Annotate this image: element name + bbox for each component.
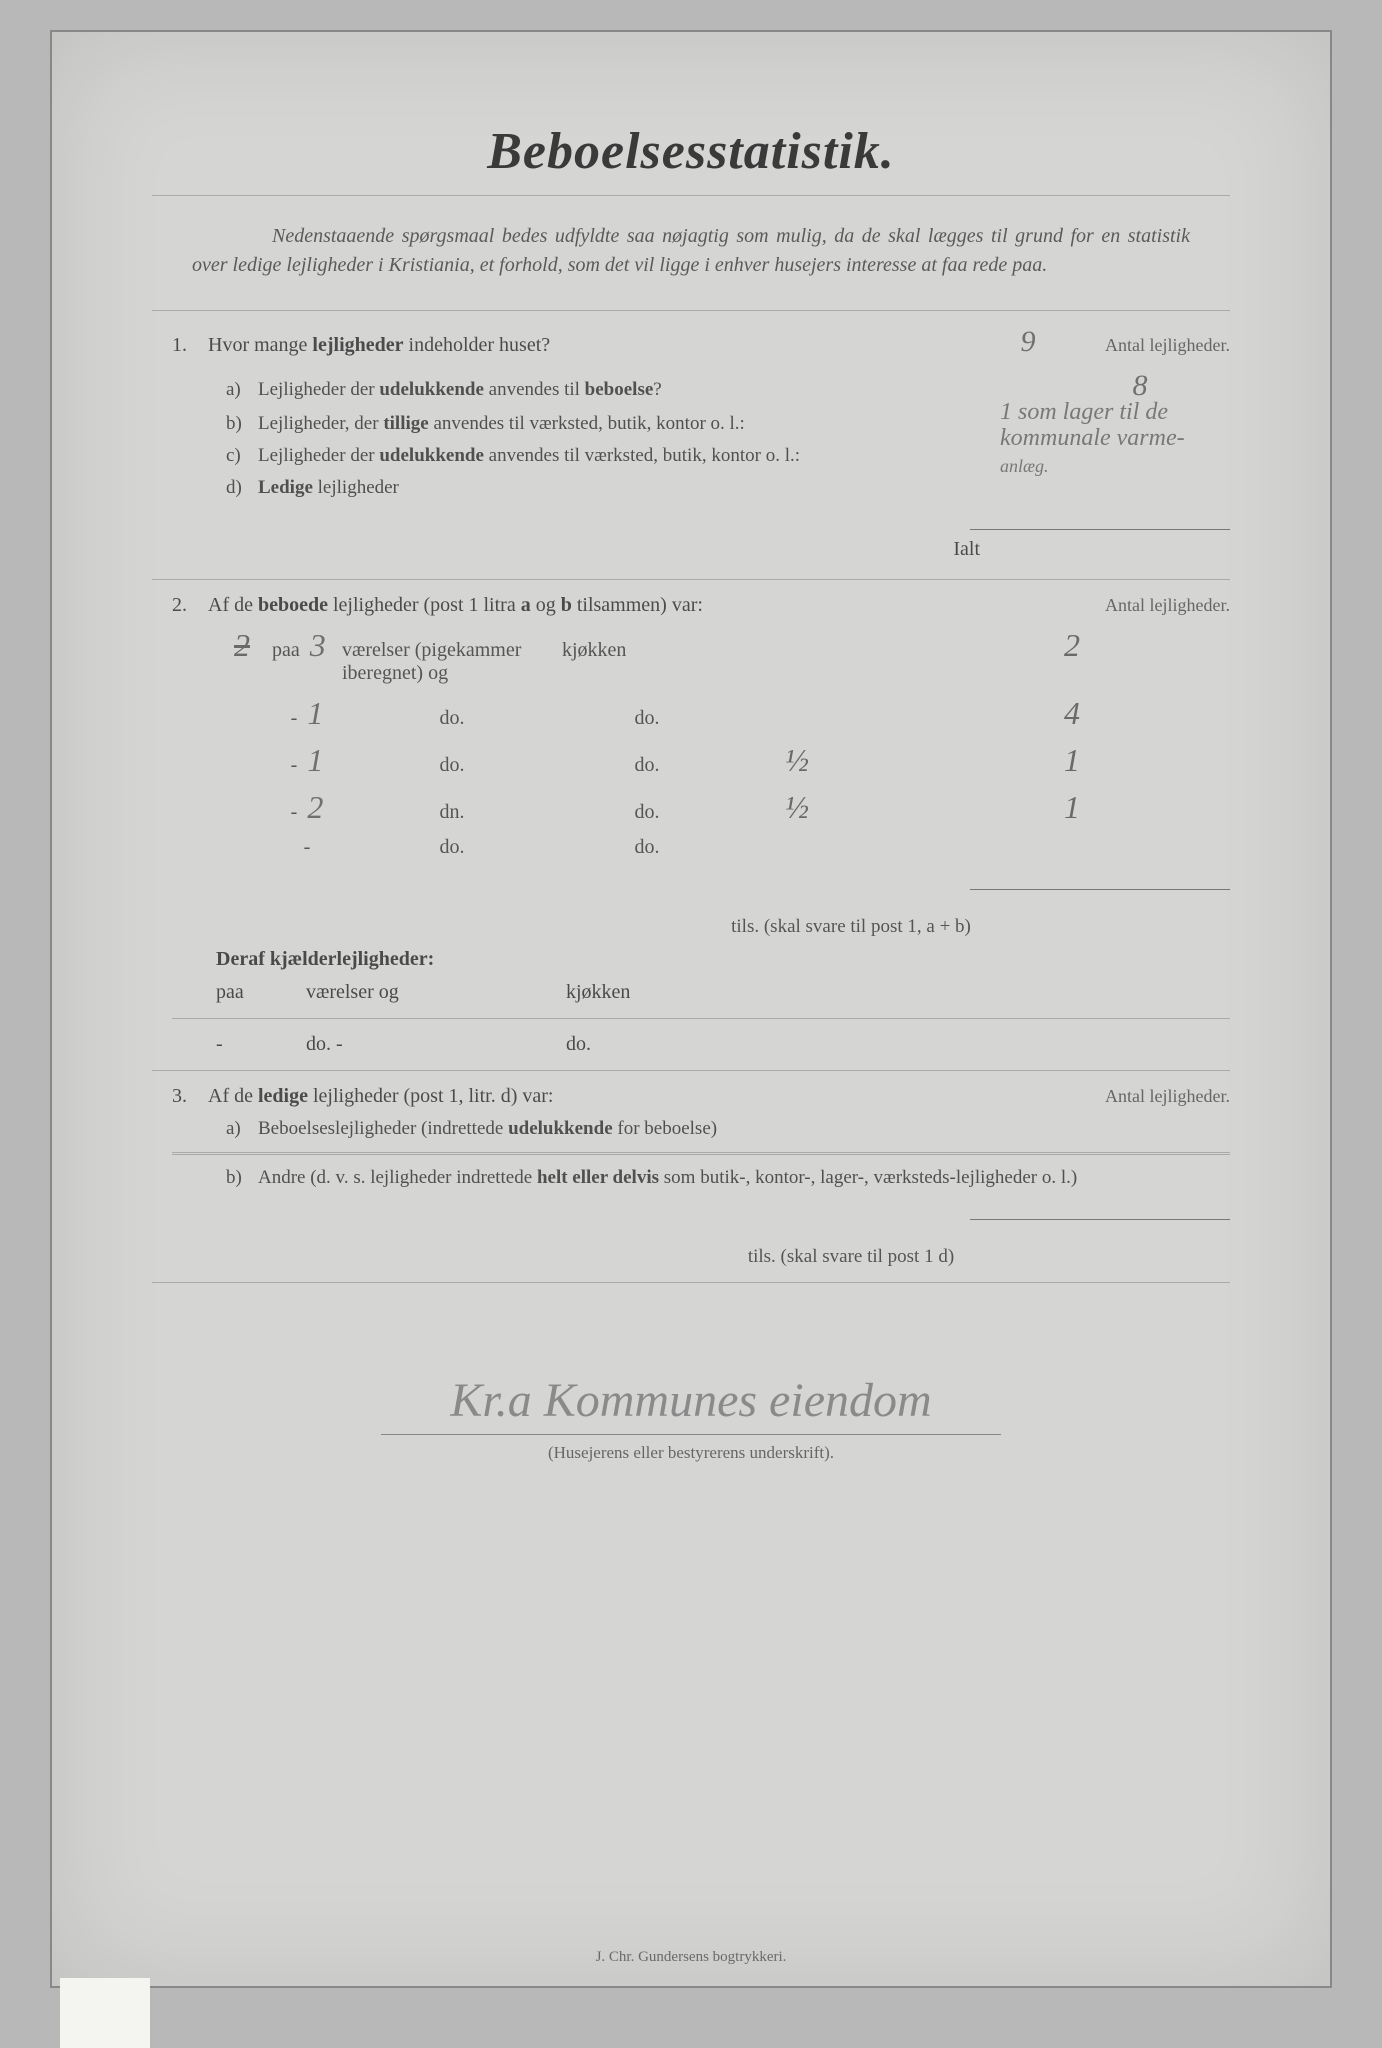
signature-rule (381, 1434, 1001, 1435)
q3-number: 3. (172, 1085, 196, 1108)
q1-number: 1. (172, 334, 196, 357)
q2-number: 2. (172, 594, 196, 617)
q1-text: Hvor mange lejligheder indeholder huset? (208, 334, 996, 357)
ialt-row: Ialt (172, 538, 1170, 561)
col-paa: paa 3 (272, 627, 342, 664)
q1b-letter: b) (226, 413, 248, 435)
rule (172, 1018, 1230, 1019)
q3a-letter: a) (226, 1118, 248, 1140)
rule (152, 310, 1230, 311)
q1c-letter: c) (226, 445, 248, 467)
q3b-letter: b) (226, 1167, 248, 1189)
q1a: a) Lejligheder der udelukkende anvendes … (226, 369, 1230, 403)
table-row: - 1 do. do. ½ 1 (212, 742, 1230, 779)
scanned-page: Beboelsesstatistik. Nedenstaaende spørgs… (50, 30, 1332, 1988)
q3a-text: Beboelseslejligheder (indrettede udelukk… (258, 1118, 1230, 1140)
signature-handwriting: Kr.a Kommunes eiendom (152, 1373, 1230, 1428)
question-2: 2. Af de beboede lejligheder (post 1 lit… (172, 594, 1230, 1056)
table-row: 2 paa 3 værelser (pigekammer iberegnet) … (212, 627, 1230, 685)
q1a-letter: a) (226, 379, 248, 401)
q3-tils: tils. (skal svare til post 1 d) (472, 1246, 1230, 1268)
q1d: d) Ledige lejligheder (226, 477, 1230, 499)
page-title: Beboelsesstatistik. (152, 122, 1230, 181)
sub-row: - do. - do. (216, 1033, 1230, 1056)
rule (152, 195, 1230, 196)
col-vaer: værelser (pigekammer iberegnet) og (342, 639, 562, 685)
rule (152, 1282, 1230, 1283)
q3-main: 3. Af de ledige lejligheder (post 1, lit… (172, 1085, 1230, 1108)
q3-text: Af de ledige lejligheder (post 1, litr. … (208, 1085, 1048, 1108)
q1d-letter: d) (226, 477, 248, 499)
ialt-label: Ialt (953, 538, 980, 561)
q1-label: Antal lejligheder. (1060, 335, 1230, 356)
q1a-text: Lejligheder der udelukkende anvendes til… (258, 379, 1110, 401)
signature-block: Kr.a Kommunes eiendom (Husejerens eller … (152, 1373, 1230, 1463)
printer-footer: J. Chr. Gundersens bogtrykkeri. (52, 1949, 1330, 1966)
table-row: - 1 do. do. 4 (212, 695, 1230, 732)
question-3: 3. Af de ledige lejligheder (post 1, lit… (172, 1085, 1230, 1268)
q2-tils: tils. (skal svare til post 1, a + b) (472, 916, 1230, 938)
col-kjok: kjøkken (562, 639, 732, 662)
intro-paragraph: Nedenstaaende spørgsmaal bedes udfyldte … (192, 222, 1190, 280)
q2-table: 2 paa 3 værelser (pigekammer iberegnet) … (212, 627, 1230, 859)
note-l2: kommunale varme- (1000, 425, 1185, 451)
sum-rule (970, 529, 1230, 530)
q3a: a) Beboelseslejligheder (indrettede udel… (226, 1118, 1230, 1140)
rule (152, 1070, 1230, 1071)
q3b-text: Andre (d. v. s. lejligheder indrettede h… (258, 1167, 1230, 1189)
q3b: b) Andre (d. v. s. lejligheder indretted… (226, 1167, 1230, 1189)
q1-answer: 9 (1008, 325, 1048, 359)
q1b-handwritten-note: 1 som lager til de kommunale varme- anlæ… (1000, 399, 1260, 478)
col-count: 2 (1012, 627, 1132, 664)
rule (152, 579, 1230, 580)
q2-main: 2. Af de beboede lejligheder (post 1 lit… (172, 594, 1230, 617)
table-row: - 2 dn. do. ½ 1 (212, 789, 1230, 826)
scan-artifact (60, 1978, 150, 2048)
q2-text: Af de beboede lejligheder (post 1 litra … (208, 594, 1048, 617)
q2-label: Antal lejligheder. (1060, 595, 1230, 616)
q2-deraf: Deraf kjælderlejligheder: (216, 948, 1230, 971)
q1-main: 1. Hvor mange lejligheder indeholder hus… (172, 325, 1230, 359)
sum-rule (970, 889, 1230, 890)
q3-label: Antal lejligheder. (1060, 1086, 1230, 1107)
sub-row: paa værelser og kjøkken (216, 981, 1230, 1004)
double-rule (172, 1152, 1230, 1155)
crossed-lead: 2 (212, 627, 272, 664)
q1a-answer: 8 (1120, 369, 1160, 403)
question-1: 1. Hvor mange lejligheder indeholder hus… (172, 325, 1230, 561)
note-l1: 1 som lager til de (1000, 399, 1168, 425)
sum-rule (970, 1219, 1230, 1220)
note-l3: anlæg. (1000, 456, 1049, 476)
table-row: - do. do. (212, 836, 1230, 859)
intro-text: Nedenstaaende spørgsmaal bedes udfyldte … (192, 225, 1190, 276)
form-page: Beboelsesstatistik. Nedenstaaende spørgs… (52, 32, 1330, 1503)
q1d-text: Ledige lejligheder (258, 477, 1230, 499)
signature-label: (Husejerens eller bestyrerens underskrif… (152, 1443, 1230, 1463)
